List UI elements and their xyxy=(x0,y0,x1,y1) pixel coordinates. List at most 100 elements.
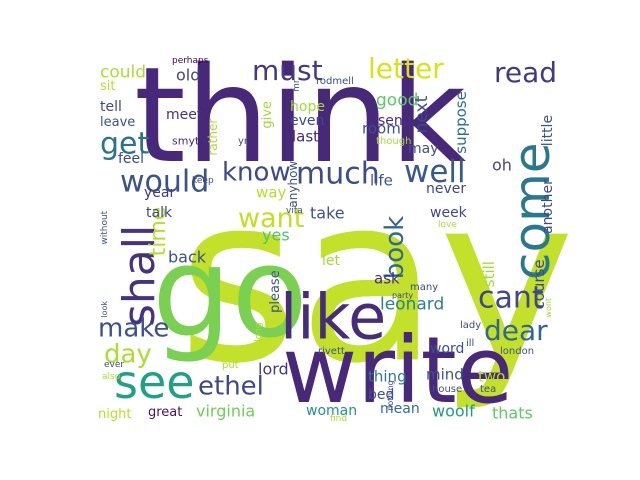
word-without: without xyxy=(100,210,110,244)
word-want: want xyxy=(238,203,304,234)
word-day: day xyxy=(104,339,152,369)
word-book: book xyxy=(380,216,410,279)
word-word: word xyxy=(430,341,464,357)
word-shall: shall xyxy=(114,225,165,327)
word-dear: dear xyxy=(484,314,548,347)
word-sit: sit xyxy=(100,79,115,94)
word-next: next xyxy=(412,95,432,133)
word-leave: leave xyxy=(100,115,135,130)
word-get: get xyxy=(100,126,150,161)
word-thing: thing xyxy=(368,368,407,386)
word-never: never xyxy=(426,181,466,197)
word-give: give xyxy=(260,101,275,129)
word-party: party xyxy=(392,291,413,300)
word-like: like xyxy=(280,280,386,353)
word-mean: mean xyxy=(380,401,420,417)
word-write: write xyxy=(282,317,513,424)
word-could: could xyxy=(100,62,146,82)
word-bed: bed xyxy=(368,387,394,403)
word-great: great xyxy=(148,405,182,420)
word-find: find xyxy=(330,414,347,424)
word-ethel: ethel xyxy=(198,371,264,401)
word-rodmell: rodmell xyxy=(316,76,354,87)
word-know: know xyxy=(222,157,291,187)
word-woman: woman xyxy=(306,403,357,419)
word-week: week xyxy=(430,205,468,221)
word-virginia: virginia xyxy=(196,401,255,420)
word-cant: cant xyxy=(478,280,544,315)
word-must: must xyxy=(252,54,323,87)
word-thats: thats xyxy=(492,403,533,422)
word-feel: feel xyxy=(118,151,144,167)
word-see: see xyxy=(114,355,195,409)
word-night: night xyxy=(98,407,131,422)
word-send: send xyxy=(378,113,412,129)
word-suppose: suppose xyxy=(452,91,470,154)
word-say: say xyxy=(178,147,575,414)
word-nothing: nothing xyxy=(386,380,395,411)
word-course: course xyxy=(530,259,548,309)
word-good: good xyxy=(376,90,418,110)
word-keep: keep xyxy=(192,176,214,186)
word-much: much xyxy=(296,156,380,191)
word-old: old xyxy=(176,65,200,84)
word-rather: rather xyxy=(206,119,220,156)
word-back: back xyxy=(168,247,207,266)
word-perhaps: perhaps xyxy=(172,56,209,66)
word-way: way xyxy=(256,184,286,202)
word-hope: hope xyxy=(290,99,325,115)
word-love: love xyxy=(438,220,457,230)
word-leonard: leonard xyxy=(380,294,444,314)
word-well: well xyxy=(404,154,466,190)
word-life: life xyxy=(370,172,393,190)
word-come: come xyxy=(503,142,561,280)
word-look: look xyxy=(100,301,109,318)
word-yr: yr xyxy=(238,136,249,147)
word-even: even xyxy=(290,113,324,129)
word-rivett: rivett xyxy=(318,346,345,357)
word-last: last xyxy=(292,128,319,146)
word-would: would xyxy=(120,164,209,199)
word-oh: oh xyxy=(492,155,512,174)
word-anyhow: anyhow xyxy=(286,161,300,208)
word-let: let xyxy=(322,253,341,269)
word-room: room xyxy=(362,120,401,138)
word-time: time xyxy=(146,207,171,257)
word-please: please xyxy=(268,270,283,313)
word-think: think xyxy=(134,39,467,193)
word-little: little xyxy=(540,115,556,146)
word-london: london xyxy=(500,346,534,357)
word-ever: ever xyxy=(104,360,124,370)
word-talk: talk xyxy=(146,205,173,221)
word-read: read xyxy=(494,56,557,89)
word-take: take xyxy=(310,203,345,222)
word-ask: ask xyxy=(374,270,400,288)
word-two: two xyxy=(478,368,505,386)
word-put: put xyxy=(222,360,239,371)
word-still: still xyxy=(480,261,498,287)
word-yes: yes xyxy=(262,225,290,244)
word-mind: mind xyxy=(426,366,464,384)
word-tell: tell xyxy=(100,99,122,115)
word-wont: wont xyxy=(544,298,553,318)
word-tea: tea xyxy=(480,384,496,395)
word-make: make xyxy=(98,313,169,343)
word-many: many xyxy=(410,282,438,293)
word-year: year xyxy=(144,185,175,201)
word-ill: ill xyxy=(466,338,474,349)
word-another: another xyxy=(540,179,556,234)
word-though: though xyxy=(376,136,411,147)
word-house: house xyxy=(432,384,462,395)
word-also: also xyxy=(102,372,121,382)
word-lord: lord xyxy=(258,359,289,378)
word-smyth: smyth xyxy=(172,135,206,148)
word-may: may xyxy=(408,141,439,157)
word-woolf: woolf xyxy=(432,401,475,420)
word-lady: lady xyxy=(460,320,481,331)
word-vita: vita xyxy=(286,206,303,216)
word-meet: meet xyxy=(166,107,203,123)
word-mr: mr xyxy=(292,79,302,92)
word-letter: letter xyxy=(368,52,444,85)
word-long: long xyxy=(254,322,264,341)
